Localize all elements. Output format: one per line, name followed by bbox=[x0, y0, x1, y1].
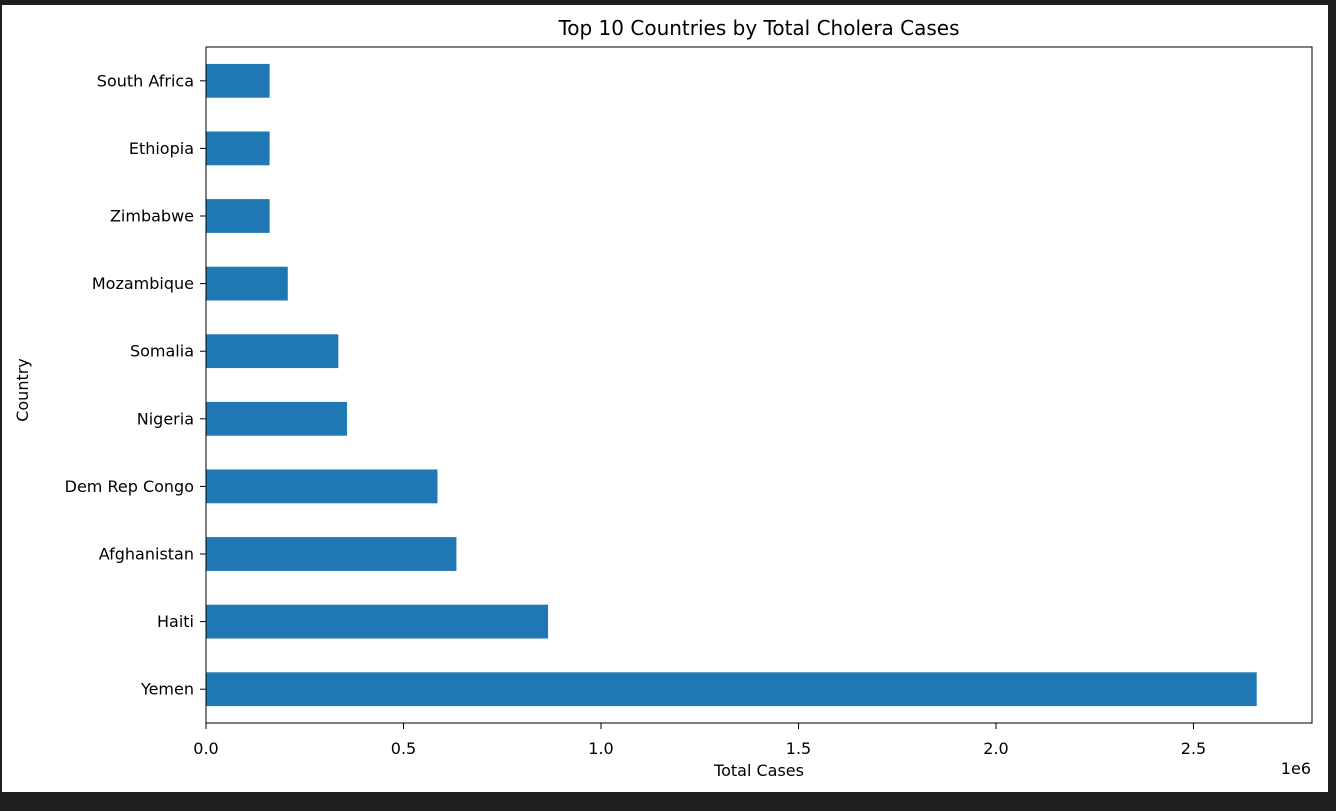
x-axis-label: Total Cases bbox=[713, 761, 804, 780]
y-tick-label-somalia: Somalia bbox=[130, 342, 194, 361]
y-tick-label-nigeria: Nigeria bbox=[137, 409, 194, 428]
y-tick-label-dem-rep-congo: Dem Rep Congo bbox=[65, 477, 194, 496]
y-tick-label-ethiopia: Ethiopia bbox=[129, 139, 194, 158]
bar-zimbabwe bbox=[206, 199, 270, 233]
x-tick-label: 2.0 bbox=[983, 739, 1008, 758]
bar-yemen bbox=[206, 672, 1257, 707]
x-tick-label: 1.0 bbox=[588, 739, 613, 758]
x-tick-label: 2.5 bbox=[1181, 739, 1206, 758]
bar-chart: Top 10 Countries by Total Cholera Cases … bbox=[13, 16, 1313, 780]
plot-frame bbox=[205, 46, 1313, 724]
x-axis-ticks: 0.0 0.5 1.0 1.5 2.0 2.5 bbox=[193, 723, 1206, 758]
bar-haiti bbox=[206, 604, 549, 639]
y-tick-label-yemen: Yemen bbox=[140, 680, 194, 699]
bar-afghanistan bbox=[206, 537, 457, 571]
chart-figure: Top 10 Countries by Total Cholera Cases … bbox=[2, 5, 1328, 792]
y-tick-label-haiti: Haiti bbox=[157, 612, 194, 631]
x-axis-offset-label: 1e6 bbox=[1281, 759, 1311, 778]
bar-south-africa bbox=[206, 63, 270, 98]
bar-nigeria bbox=[206, 401, 348, 436]
y-tick-label-south-africa: South Africa bbox=[97, 71, 194, 90]
bar-mozambique bbox=[206, 266, 288, 301]
x-tick-label: 0.5 bbox=[391, 739, 416, 758]
bar-ethiopia bbox=[206, 131, 270, 166]
y-tick-label-afghanistan: Afghanistan bbox=[99, 545, 194, 564]
y-axis-label: Country bbox=[13, 358, 32, 422]
bar-somalia bbox=[206, 334, 339, 369]
y-axis-ticks: Yemen Haiti Afghanistan Dem Rep Congo Nigeri… bbox=[65, 71, 206, 699]
bars-group bbox=[206, 63, 1257, 707]
chart-title: Top 10 Countries by Total Cholera Cases bbox=[557, 16, 959, 40]
y-tick-label-mozambique: Mozambique bbox=[92, 274, 194, 293]
bar-dem-rep-congo bbox=[206, 469, 438, 504]
y-tick-label-zimbabwe: Zimbabwe bbox=[110, 207, 194, 226]
x-tick-label: 1.5 bbox=[786, 739, 811, 758]
x-tick-label: 0.0 bbox=[193, 739, 218, 758]
